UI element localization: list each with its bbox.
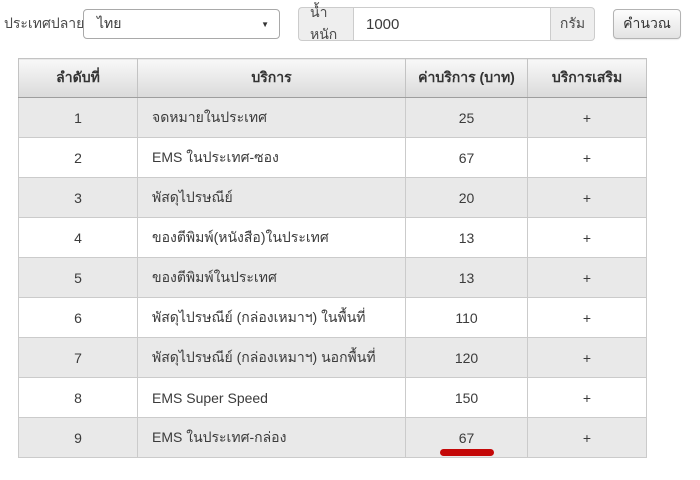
table-row: 2 EMS ในประเทศ-ซอง 67 + (18, 137, 647, 178)
expand-extra-service-button[interactable]: + (527, 297, 647, 338)
cell-order-number: 6 (18, 297, 138, 338)
header-extra-service: บริการเสริม (527, 58, 647, 98)
expand-extra-service-button[interactable]: + (527, 97, 647, 138)
cell-order-number: 8 (18, 377, 138, 418)
weight-input-group: น้ำหนัก กรัม (298, 4, 595, 42)
cell-order-number: 9 (18, 417, 138, 458)
cell-service-name: ของตีพิมพ์ในประเทศ (137, 257, 406, 298)
cell-order-number: 1 (18, 97, 138, 138)
cell-service-name: พัสดุไปรษณีย์ (137, 177, 406, 218)
cell-fee: 110 (405, 297, 528, 338)
cell-order-number: 3 (18, 177, 138, 218)
cell-order-number: 5 (18, 257, 138, 298)
expand-extra-service-button[interactable]: + (527, 337, 647, 378)
weight-unit-addon: กรัม (551, 7, 595, 41)
header-fee: ค่าบริการ (บาท) (405, 58, 528, 98)
cell-fee: 120 (405, 337, 528, 378)
filter-bar: ประเทศปลายทาง ไทย ▼ น้ำหนัก กรัม คำนวณ (0, 0, 700, 52)
destination-select[interactable]: ไทย ▼ (83, 9, 280, 39)
expand-extra-service-button[interactable]: + (527, 137, 647, 178)
table-row: 5 ของตีพิมพ์ในประเทศ 13 + (18, 257, 647, 298)
cell-fee: 150 (405, 377, 528, 418)
weight-input[interactable] (353, 7, 551, 41)
header-order-number: ลำดับที่ (18, 58, 138, 98)
destination-label: ประเทศปลายทาง (4, 15, 109, 31)
expand-extra-service-button[interactable]: + (527, 217, 647, 258)
expand-extra-service-button[interactable]: + (527, 177, 647, 218)
expand-extra-service-button[interactable]: + (527, 377, 647, 418)
cell-fee: 25 (405, 97, 528, 138)
calculate-button[interactable]: คำนวณ (613, 9, 681, 39)
table-row: 7 พัสดุไปรษณีย์ (กล่องเหมาฯ) นอกพื้นที่ … (18, 337, 647, 378)
results-table-container: ลำดับที่ บริการ ค่าบริการ (บาท) บริการเส… (18, 58, 647, 458)
table-row: 4 ของตีพิมพ์(หนังสือ)ในประเทศ 13 + (18, 217, 647, 258)
cell-service-name: ของตีพิมพ์(หนังสือ)ในประเทศ (137, 217, 406, 258)
cell-fee: 67 (405, 137, 528, 178)
highlighted-fee-value: 67 (458, 429, 475, 446)
table-row: 1 จดหมายในประเทศ 25 + (18, 97, 647, 138)
cell-service-name: EMS ในประเทศ-ซอง (137, 137, 406, 178)
postage-results-table: ลำดับที่ บริการ ค่าบริการ (บาท) บริการเส… (18, 58, 647, 458)
table-row: 6 พัสดุไปรษณีย์ (กล่องเหมาฯ) ในพื้นที่ 1… (18, 297, 647, 338)
cell-service-name: EMS ในประเทศ-กล่อง (137, 417, 406, 458)
cell-order-number: 7 (18, 337, 138, 378)
table-header-row: ลำดับที่ บริการ ค่าบริการ (บาท) บริการเส… (18, 58, 647, 98)
cell-fee: 13 (405, 217, 528, 258)
table-row: 3 พัสดุไปรษณีย์ 20 + (18, 177, 647, 218)
red-underline-annotation (439, 449, 494, 456)
table-row: 8 EMS Super Speed 150 + (18, 377, 647, 418)
cell-order-number: 2 (18, 137, 138, 178)
chevron-down-icon: ▼ (261, 19, 269, 29)
cell-fee-highlighted: 67 (405, 417, 528, 458)
cell-service-name: EMS Super Speed (137, 377, 406, 418)
destination-selected-value: ไทย (97, 15, 122, 31)
expand-extra-service-button[interactable]: + (527, 417, 647, 458)
cell-fee: 13 (405, 257, 528, 298)
cell-service-name: พัสดุไปรษณีย์ (กล่องเหมาฯ) นอกพื้นที่ (137, 337, 406, 378)
table-row-highlighted: 9 EMS ในประเทศ-กล่อง 67 + (18, 417, 647, 458)
cell-order-number: 4 (18, 217, 138, 258)
cell-service-name: จดหมายในประเทศ (137, 97, 406, 138)
weight-label-addon: น้ำหนัก (298, 4, 353, 42)
expand-extra-service-button[interactable]: + (527, 257, 647, 298)
cell-service-name: พัสดุไปรษณีย์ (กล่องเหมาฯ) ในพื้นที่ (137, 297, 406, 338)
header-service: บริการ (137, 58, 406, 98)
cell-fee: 20 (405, 177, 528, 218)
